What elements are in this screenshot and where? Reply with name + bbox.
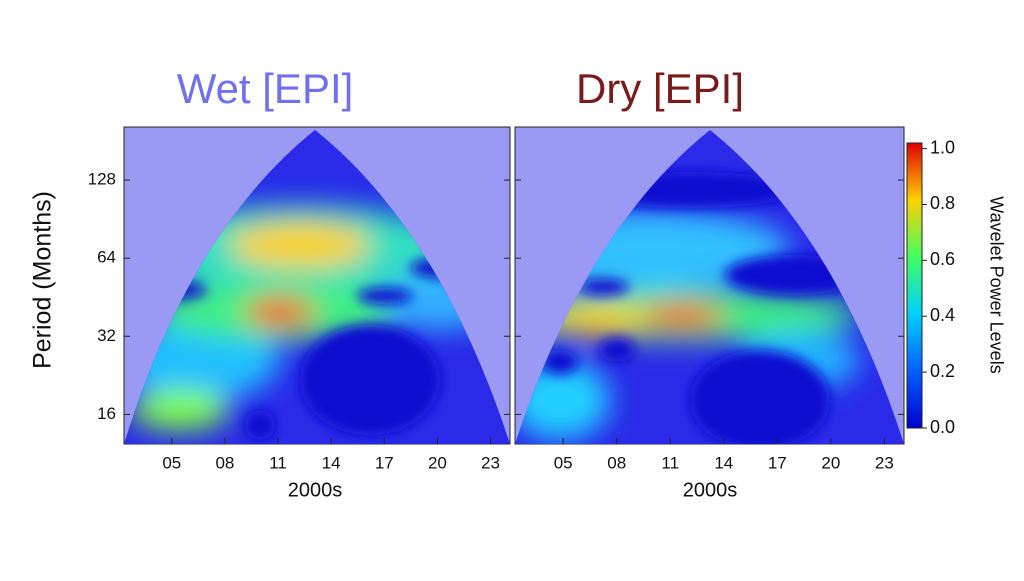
x-tick-label: 05 [554,453,573,472]
x-tick-label: 17 [768,453,787,472]
x-tick-label: 11 [269,453,287,472]
colorbar-tick-label: 1.0 [930,137,955,157]
colorbar [906,142,923,429]
y-tick-label: 32 [97,326,116,345]
x-axis-label: 2000s [683,479,738,501]
x-tick-label: 20 [428,453,447,472]
panel-title: Wet [EPI] [177,65,354,112]
x-axis-label: 2000s [288,479,343,501]
x-tick-label: 14 [714,453,733,472]
x-tick-label: 17 [375,453,394,472]
y-axis-label: Period (Months) [29,191,57,369]
colorbar-tick-label: 0.2 [930,361,955,381]
colorbar-tick-label: 0.4 [930,305,955,325]
y-tick-label: 16 [97,404,116,423]
x-tick-label: 23 [481,453,500,472]
x-tick-label: 14 [322,453,341,472]
panel-title: Dry [EPI] [576,65,744,112]
colorbar-tick-label: 0.6 [930,249,955,269]
x-tick-label: 08 [215,453,234,472]
colorbar-tick-label: 0.8 [930,193,955,213]
x-tick-label: 05 [162,453,181,472]
x-tick-label: 23 [875,453,894,472]
y-tick-label: 128 [88,170,116,189]
colorbar-tick-label: 0.0 [930,417,955,437]
x-tick-label: 20 [821,453,840,472]
y-tick-label: 64 [97,248,116,267]
x-tick-label: 08 [607,453,626,472]
x-tick-label: 11 [661,453,679,472]
colorbar-label: Wavelet Power Levels [986,196,1006,373]
